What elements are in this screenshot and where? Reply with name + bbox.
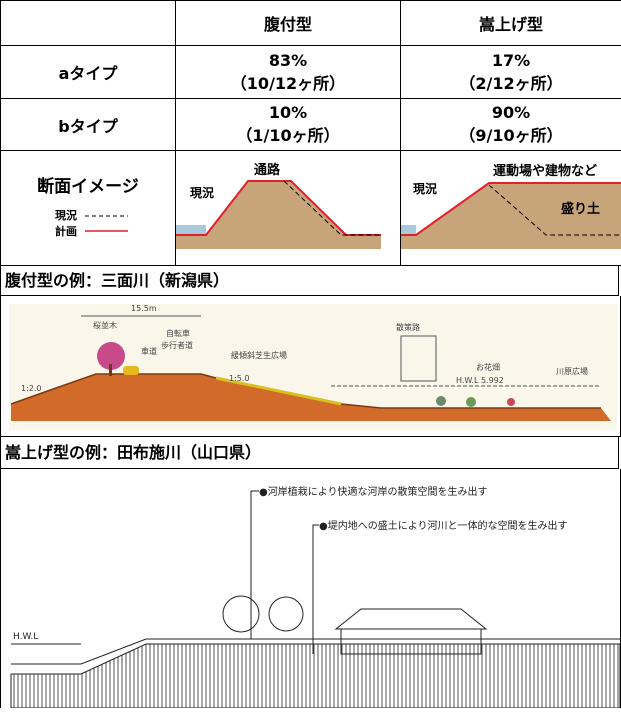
car bbox=[123, 366, 139, 375]
illustration: ●河岸植栽により快適な河岸の散策空間を生み出す ●堤内地への盛土により河川と一体… bbox=[1, 469, 620, 708]
arrow bbox=[313, 525, 319, 654]
section-title: 腹付型の例：三面川（新潟県） bbox=[0, 266, 619, 296]
image-label: 断面イメージ bbox=[1, 172, 175, 197]
label: 車道 bbox=[141, 346, 157, 356]
legend-label: 現況 bbox=[55, 208, 77, 222]
water bbox=[176, 225, 206, 235]
corner-cell bbox=[1, 1, 176, 46]
trunk bbox=[109, 364, 112, 376]
cell: 現況 運動場や建物など 盛り土 bbox=[401, 151, 621, 266]
label: 1:2.0 bbox=[21, 384, 42, 393]
shrub bbox=[466, 397, 476, 407]
percent: 17% bbox=[401, 51, 621, 70]
cell: 10%（1/10ヶ所） bbox=[176, 99, 401, 151]
label: お花畑 bbox=[476, 362, 500, 372]
summary-table: 腹付型 嵩上げ型 aタイプ 83%（10/12ヶ所） 17%（2/12ヶ所） b… bbox=[0, 0, 621, 266]
label: 川原広場 bbox=[556, 366, 588, 376]
label: 散策路 bbox=[396, 322, 420, 332]
tree bbox=[269, 597, 303, 631]
arrow bbox=[251, 491, 259, 639]
label: 運動場や建物など bbox=[493, 163, 597, 179]
count: （1/10ヶ所） bbox=[176, 122, 400, 146]
illustration: 15.5m 桜並木 車道 自転車 歩行者道 緩傾斜芝生広場 散策路 お花畑 H.… bbox=[1, 296, 620, 436]
row-label: bタイプ bbox=[1, 99, 176, 151]
count: （9/10ヶ所） bbox=[401, 122, 621, 146]
header-cell: 嵩上げ型 bbox=[401, 1, 621, 46]
count: （10/12ヶ所） bbox=[176, 70, 400, 94]
figure: 15.5m 桜並木 車道 自転車 歩行者道 緩傾斜芝生広場 散策路 お花畑 H.… bbox=[0, 296, 621, 437]
section-title: 嵩上げ型の例：田布施川（山口県） bbox=[0, 437, 619, 469]
label: 桜並木 bbox=[93, 320, 117, 330]
section-kasaage: 現況 運動場や建物など 盛り土 bbox=[401, 151, 621, 265]
label: ●堤内地への盛土により河川と一体的な空間を生み出す bbox=[319, 519, 568, 532]
header-cell: 腹付型 bbox=[176, 1, 401, 46]
house-roof bbox=[336, 609, 486, 629]
label: 盛り土 bbox=[561, 201, 600, 217]
shrub bbox=[436, 396, 446, 406]
flower bbox=[507, 398, 515, 406]
label: H.W.L 5.992 bbox=[456, 376, 504, 385]
cell: 現況 通路 bbox=[176, 151, 401, 266]
row-label: aタイプ bbox=[1, 46, 176, 99]
label: 現況 bbox=[190, 185, 214, 200]
label: 自転車 bbox=[166, 328, 190, 338]
label: 通路 bbox=[254, 162, 281, 178]
cell: 17%（2/12ヶ所） bbox=[401, 46, 621, 99]
label: 歩行者道 bbox=[161, 340, 193, 350]
label: ●河岸植栽により快適な河岸の散策空間を生み出す bbox=[259, 485, 488, 498]
count: （2/12ヶ所） bbox=[401, 70, 621, 94]
label: H.W.L bbox=[13, 632, 38, 642]
percent: 83% bbox=[176, 51, 400, 70]
label: 緩傾斜芝生広場 bbox=[231, 350, 287, 360]
row-label: 断面イメージ 現況 計画 bbox=[1, 151, 176, 266]
water bbox=[401, 225, 416, 235]
label: 現況 bbox=[413, 181, 437, 196]
label: 15.5m bbox=[131, 304, 157, 313]
figure: ●河岸植栽により快適な河岸の散策空間を生み出す ●堤内地への盛土により河川と一体… bbox=[0, 469, 621, 708]
cell: 90%（9/10ヶ所） bbox=[401, 99, 621, 151]
embankment bbox=[11, 644, 620, 708]
legend: 現況 計画 bbox=[33, 207, 143, 241]
tree bbox=[223, 596, 259, 632]
section-haraduke: 現況 通路 bbox=[176, 151, 400, 265]
percent: 90% bbox=[401, 103, 621, 122]
cell: 83%（10/12ヶ所） bbox=[176, 46, 401, 99]
legend-label: 計画 bbox=[55, 224, 77, 238]
percent: 10% bbox=[176, 103, 400, 122]
label: 1:5.0 bbox=[229, 374, 250, 383]
